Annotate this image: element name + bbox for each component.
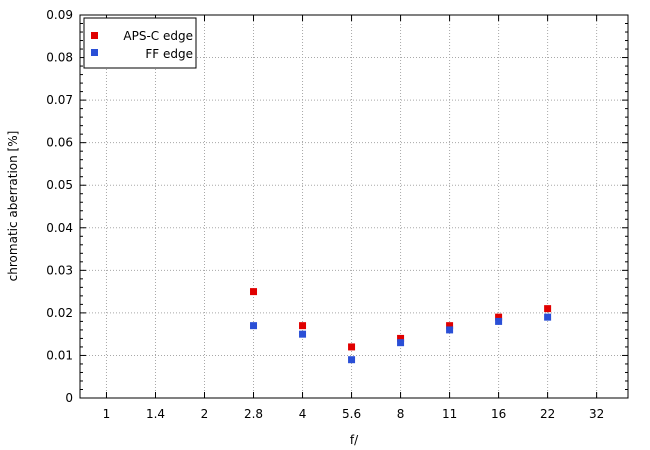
x-tick-label: 4 [299,407,307,421]
legend-label-ff: FF edge [145,47,193,61]
legend: APS-C edge FF edge [83,17,197,69]
ff-edge-point [446,326,454,334]
plot-background [80,15,628,398]
data-points [250,288,552,364]
x-tick-label: 2 [201,407,209,421]
ff-edge-point [397,339,405,347]
x-tick-label: 11 [442,407,457,421]
x-tick-label: 5.6 [342,407,361,421]
x-tick-label: 2.8 [244,407,263,421]
y-tick-label: 0.09 [46,8,73,22]
ff-edge-point [348,356,356,364]
aps-c-edge-point [250,288,258,296]
y-tick-label: 0.01 [46,348,73,362]
legend-box [83,17,197,69]
aps-c-edge-point [495,313,503,321]
y-tick-label: 0.05 [46,178,73,192]
ff-edge-point [495,317,503,325]
x-tick-label: 22 [540,407,555,421]
legend-label-aps-c: APS-C edge [123,29,193,43]
aps-c-edge-point [397,334,405,342]
legend-marker-aps-c [91,32,98,39]
y-tick-label: 0.06 [46,136,73,150]
y-tick-label: 0.07 [46,93,73,107]
x-tick-label: 8 [397,407,405,421]
y-tick-label: 0.03 [46,263,73,277]
y-tick-label: 0.04 [46,221,73,235]
y-axis-title: chromatic aberration [%] [6,131,20,282]
aps-c-edge-point [544,305,552,313]
x-tick-label: 32 [589,407,604,421]
legend-marker-ff [91,49,98,56]
ff-edge-point [250,322,258,330]
ff-edge-point [544,313,552,321]
x-tick-label: 1.4 [146,407,165,421]
aps-c-edge-point [299,322,307,330]
ff-edge-point [299,330,307,338]
tick-labels: 0 0.01 0.02 0.03 0.04 0.05 0.06 0.07 0.08 0.09 1 1.… [46,8,604,421]
plot-frame [79,14,629,399]
y-tick-label: 0.08 [46,51,73,65]
x-axis-title: f/ [350,433,359,447]
aps-c-edge-point [348,343,356,351]
y-tick-label: 0.02 [46,306,73,320]
grid [80,15,628,398]
aps-c-edge-point [446,322,454,330]
y-tick-label: 0 [65,391,73,405]
x-tick-label: 1 [103,407,111,421]
x-tick-label: 16 [491,407,506,421]
